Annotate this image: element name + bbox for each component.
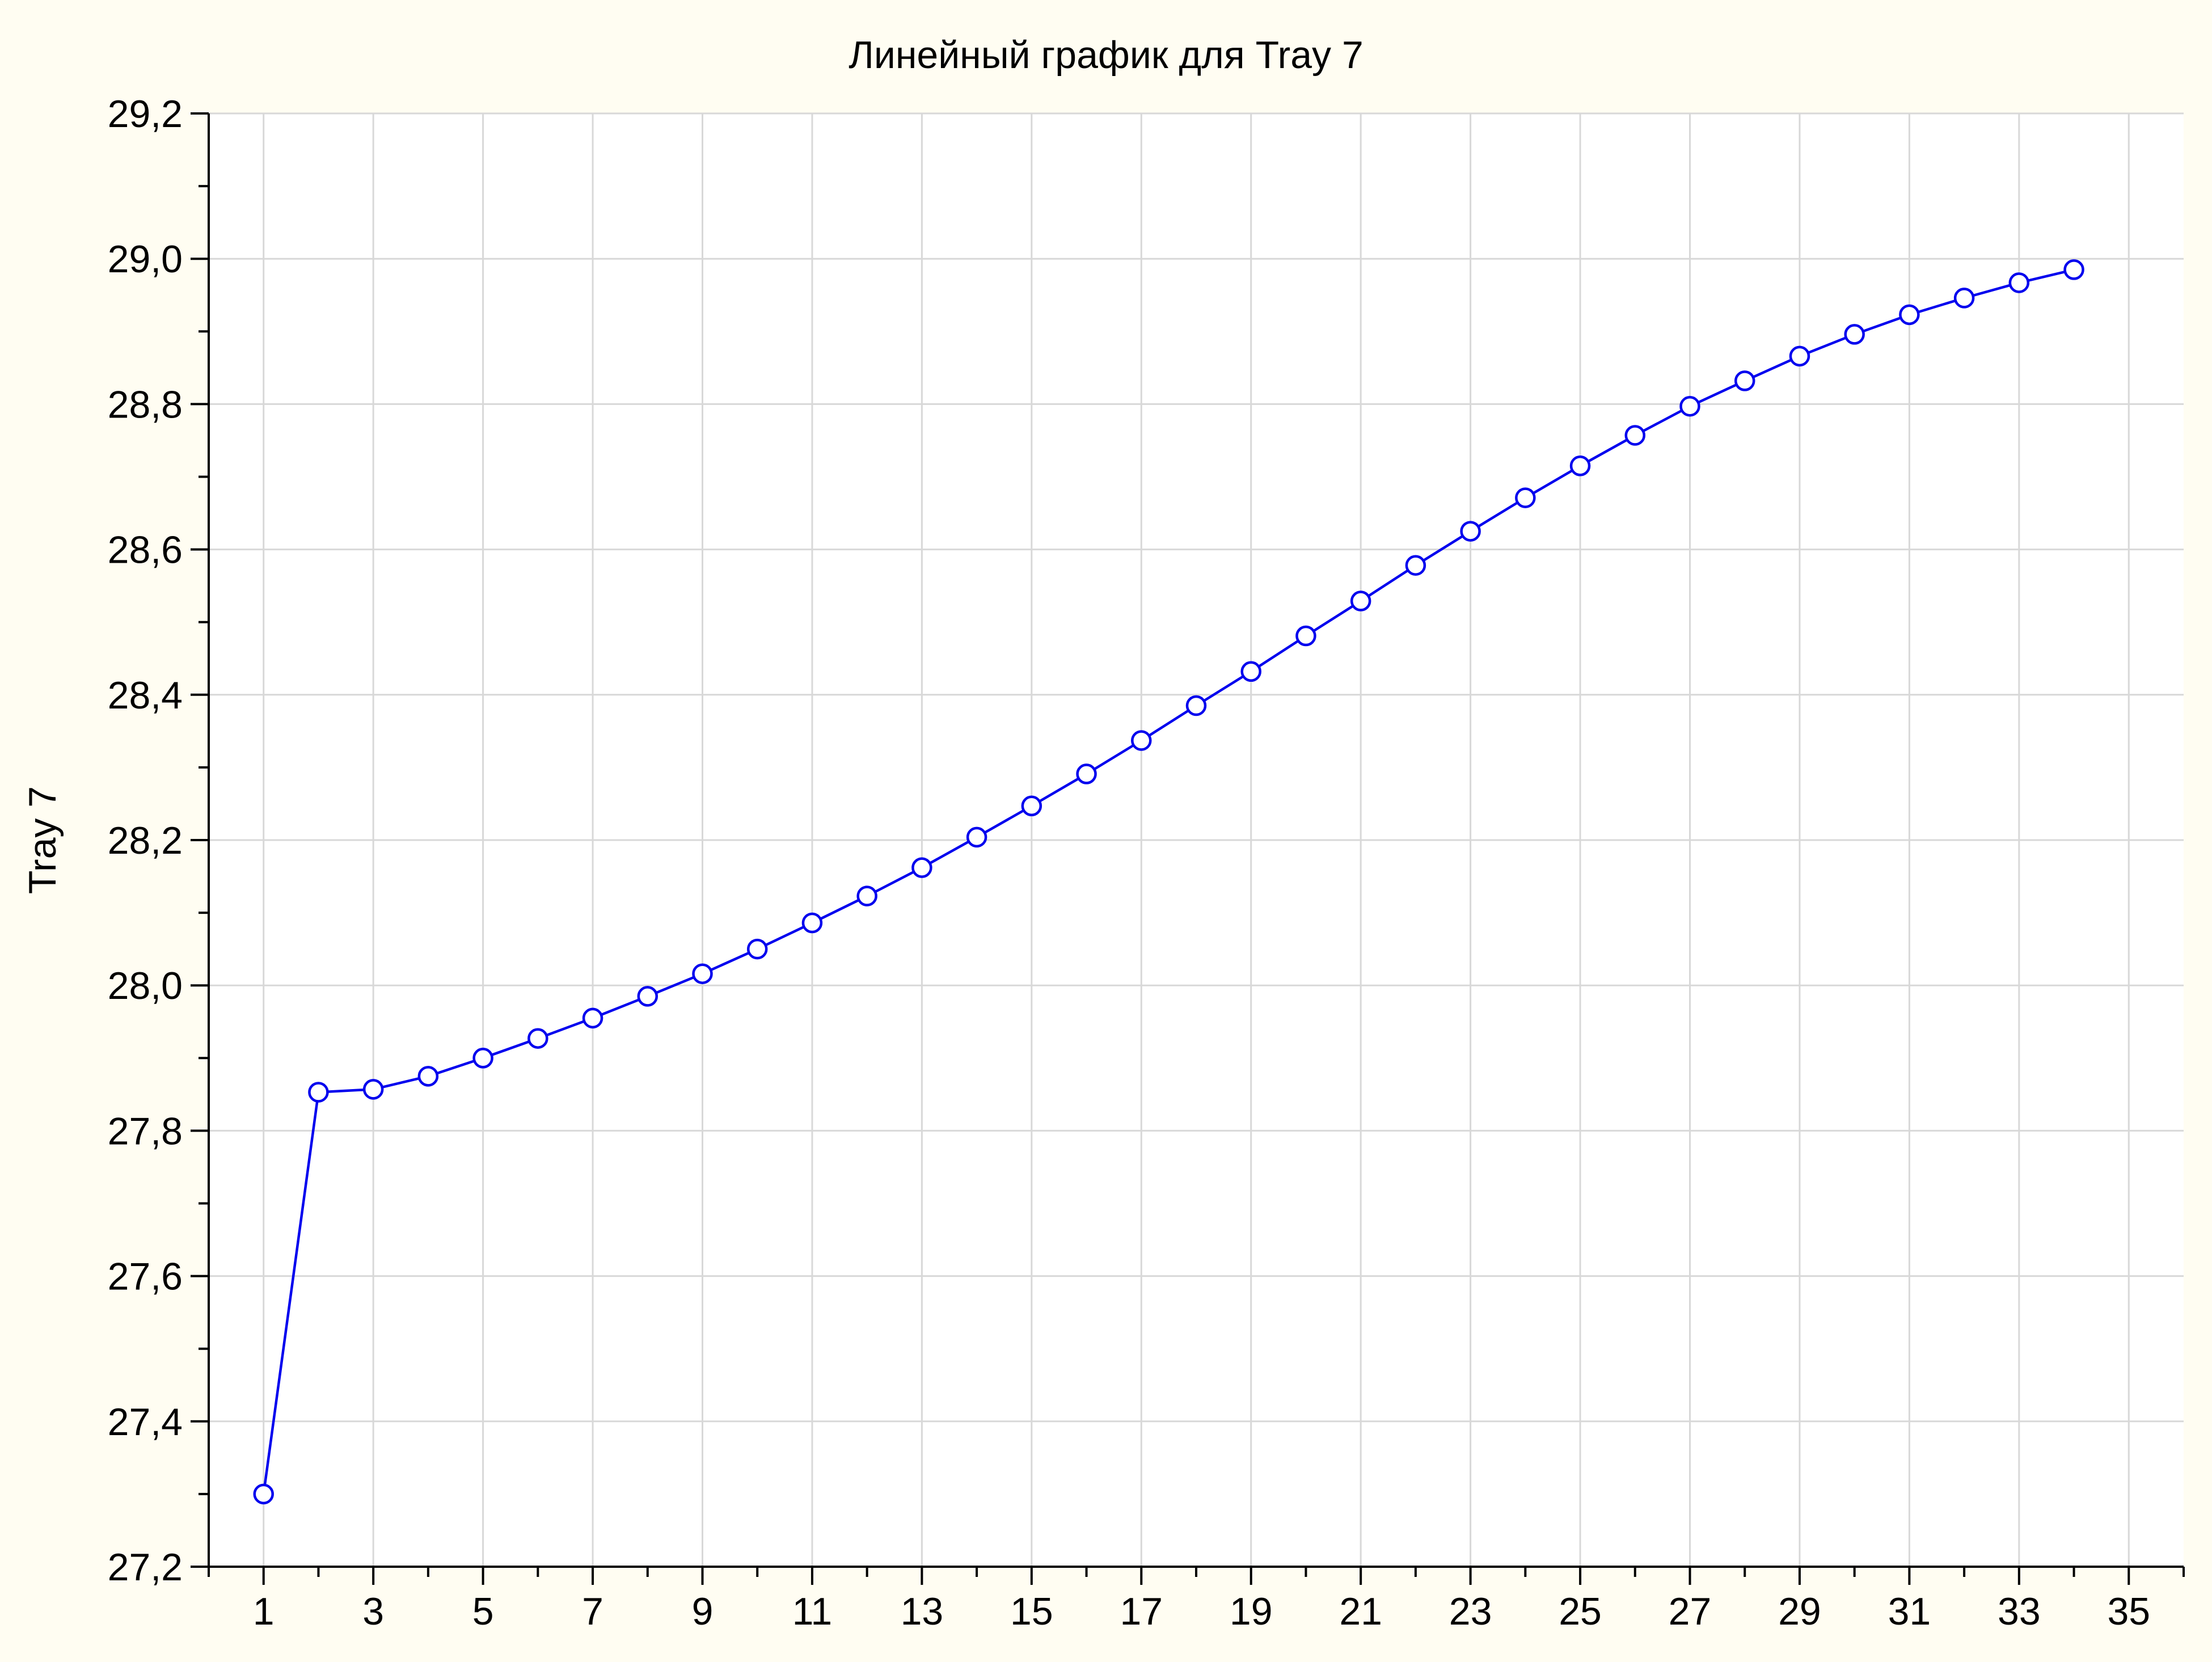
x-tick-label: 3: [362, 1590, 384, 1633]
data-point: [692, 963, 713, 984]
x-tick-label: 35: [2107, 1590, 2150, 1633]
data-point: [2063, 259, 2084, 280]
series-group: [253, 259, 2084, 1505]
x-tick-label: 29: [1778, 1590, 1821, 1633]
data-point: [1734, 370, 1755, 391]
y-tick-label: 29,0: [108, 238, 183, 281]
data-point: [1185, 695, 1207, 716]
data-point: [911, 857, 932, 878]
data-point: [308, 1082, 329, 1103]
y-axis-ticks: 27,2 27,4 27,6 27,8 28,0 28,2 28,4 28,6 28,8 29,0…: [108, 92, 209, 1589]
y-tick-label: 28,4: [108, 674, 183, 717]
x-tick-label: 11: [792, 1590, 833, 1633]
gridlines: [209, 112, 2184, 1568]
data-point: [1515, 487, 1536, 508]
series-line: [262, 268, 2075, 1495]
data-point: [1295, 625, 1316, 647]
data-point: [1679, 395, 1700, 417]
data-point: [253, 1483, 274, 1505]
x-tick-label: 33: [1998, 1590, 2041, 1633]
data-point: [1131, 730, 1152, 751]
data-point: [1569, 455, 1591, 476]
y-tick-label: 27,8: [108, 1110, 183, 1153]
x-tick-label: 17: [1120, 1590, 1163, 1633]
x-tick-label: 5: [472, 1590, 494, 1633]
y-axis-label: Tray 7: [21, 786, 64, 894]
x-axis-ticks: 1 3 5 7 9 11 13 15 17 19 21 23 25 27 29 31 33 35: [208, 1567, 2185, 1633]
data-point: [966, 826, 987, 848]
y-tick-label: 27,4: [108, 1401, 183, 1444]
data-point: [746, 938, 768, 960]
data-point: [472, 1048, 493, 1069]
y-tick-label: 28,2: [108, 819, 183, 862]
y-tick-label: 27,2: [108, 1546, 183, 1589]
data-point: [2008, 272, 2030, 293]
x-tick-label: 1: [253, 1590, 275, 1633]
y-tick-label: 28,0: [108, 964, 183, 1007]
x-tick-label: 31: [1888, 1590, 1931, 1633]
data-point: [1953, 288, 1975, 309]
x-tick-label: 7: [582, 1590, 603, 1633]
data-point: [1460, 521, 1481, 542]
x-tick-label: 25: [1559, 1590, 1602, 1633]
data-point: [1844, 324, 1865, 345]
data-point: [1350, 590, 1371, 611]
y-tick-label: 28,6: [108, 529, 183, 572]
x-tick-label: 21: [1339, 1590, 1382, 1633]
data-point: [1240, 661, 1261, 682]
data-point: [1021, 795, 1042, 817]
x-tick-label: 27: [1669, 1590, 1712, 1633]
x-tick-label: 15: [1010, 1590, 1053, 1633]
data-point: [1624, 425, 1646, 446]
data-point: [362, 1079, 384, 1100]
x-tick-label: 9: [692, 1590, 714, 1633]
x-tick-label: 23: [1449, 1590, 1492, 1633]
y-tick-label: 27,6: [108, 1255, 183, 1298]
data-point: [1789, 345, 1810, 367]
data-point: [1405, 555, 1426, 576]
data-point: [527, 1028, 548, 1049]
data-point: [582, 1007, 603, 1029]
chart-title: Линейный график для Tray 7: [849, 33, 1363, 77]
data-point: [856, 885, 877, 906]
data-point: [801, 912, 823, 934]
data-point: [637, 986, 658, 1007]
x-tick-label: 13: [901, 1590, 944, 1633]
y-tick-label: 28,8: [108, 383, 183, 426]
data-point: [417, 1066, 439, 1087]
data-point: [1899, 304, 1920, 326]
data-point: [1076, 763, 1097, 784]
x-tick-label: 19: [1230, 1590, 1273, 1633]
y-tick-label: 29,2: [108, 92, 183, 136]
